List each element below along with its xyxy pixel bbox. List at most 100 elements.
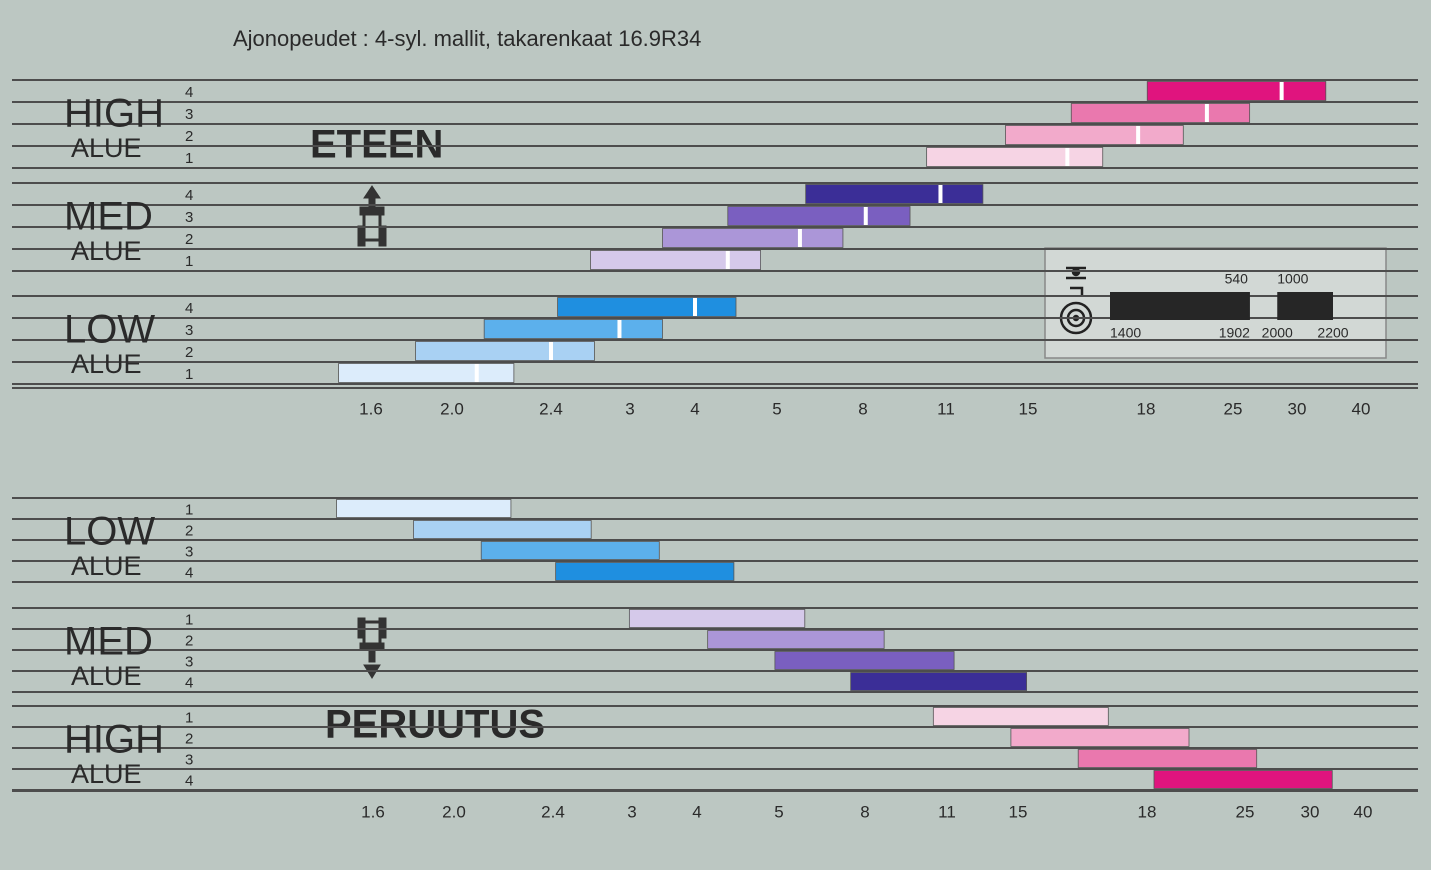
shift-marker [797, 229, 802, 247]
gear-label: 4 [185, 300, 193, 317]
speed-range-bar [1010, 728, 1190, 747]
x-tick-label: 30 [1288, 399, 1307, 418]
speed-range-bar [662, 228, 844, 248]
pto-label: 540 [1225, 271, 1249, 287]
shift-marker [725, 251, 730, 269]
x-tick-label: 2.4 [541, 802, 565, 821]
group-subtitle: ALUE [71, 759, 142, 789]
gear-label: 1 [185, 366, 193, 383]
shift-marker [549, 342, 553, 360]
group-name: MED [64, 195, 153, 239]
shift-marker [617, 320, 622, 338]
speed-range-bar [338, 363, 515, 383]
rpm-tick-label: 1902 [1219, 325, 1250, 341]
x-tick-label: 11 [937, 399, 955, 418]
x-tick-label: 30 [1301, 802, 1320, 821]
gear-label: 3 [185, 106, 193, 123]
gear-label: 3 [185, 751, 193, 768]
gear-label: 4 [185, 564, 193, 581]
gear-label: 4 [185, 674, 193, 691]
speed-range-bar [590, 250, 762, 270]
gear-label: 1 [185, 611, 193, 628]
x-tick-label: 25 [1224, 399, 1243, 418]
speed-range-bar [1005, 125, 1184, 145]
rpm-tick-label: 2000 [1262, 325, 1293, 341]
speed-range-bar [850, 672, 1028, 691]
chart-title: ETEEN [310, 123, 443, 167]
gear-label: 3 [185, 543, 193, 560]
gear-label: 2 [185, 730, 193, 747]
speed-range-bar [480, 541, 660, 560]
speed-range-bar [1077, 749, 1258, 768]
rpm-bar [1110, 292, 1250, 320]
x-tick-label: 5 [774, 802, 783, 821]
rpm-tick-label: 1400 [1110, 325, 1141, 341]
speed-range-bar [413, 520, 592, 539]
gear-label: 4 [185, 187, 193, 204]
x-tick-label: 15 [1009, 802, 1028, 821]
shift-marker [474, 364, 479, 382]
shift-marker [1204, 104, 1209, 122]
group-subtitle: ALUE [71, 133, 142, 163]
gear-label: 4 [185, 772, 193, 789]
x-tick-label: 18 [1137, 399, 1156, 418]
gear-label: 1 [185, 501, 193, 518]
speed-range-bar [415, 341, 595, 361]
gear-label: 3 [185, 209, 193, 226]
gear-label: 2 [185, 522, 193, 539]
x-tick-label: 2.0 [440, 399, 464, 418]
speed-range-bar [774, 651, 955, 670]
shift-marker [1065, 148, 1070, 166]
group-subtitle: ALUE [71, 661, 142, 691]
x-tick-label: 3 [627, 802, 636, 821]
shift-marker [1136, 126, 1141, 144]
speed-range-bar [707, 630, 885, 649]
speed-range-bar [926, 147, 1104, 167]
rpm-tick-label: 2200 [1317, 325, 1348, 341]
gear-label: 3 [185, 322, 193, 339]
x-tick-label: 15 [1019, 399, 1038, 418]
shift-marker [938, 185, 943, 203]
gear-label: 3 [185, 653, 193, 670]
speed-range-bar [1070, 103, 1251, 123]
x-tick-label: 2.4 [539, 399, 563, 418]
gear-label: 2 [185, 128, 193, 145]
page-title: Ajonopeudet : 4-syl. mallit, takarenkaat… [233, 26, 701, 51]
group-subtitle: ALUE [71, 551, 142, 581]
x-tick-label: 8 [858, 399, 867, 418]
speed-range-bar [557, 297, 737, 317]
rpm-bar [1277, 292, 1333, 320]
shift-marker [693, 298, 697, 316]
x-tick-label: 18 [1138, 802, 1157, 821]
x-tick-label: 11 [938, 802, 956, 821]
speed-range-bar [555, 562, 735, 581]
gear-label: 2 [185, 231, 193, 248]
gear-label: 1 [185, 709, 193, 726]
speed-range-bar [932, 707, 1109, 726]
group-name: LOW [64, 308, 155, 352]
group-subtitle: ALUE [71, 236, 142, 266]
x-tick-label: 1.6 [361, 802, 385, 821]
gear-label: 2 [185, 632, 193, 649]
speed-range-bar [336, 499, 512, 518]
speed-range-bar [1153, 770, 1333, 789]
x-tick-label: 4 [692, 802, 701, 821]
x-tick-label: 40 [1354, 802, 1373, 821]
gear-label: 2 [185, 344, 193, 361]
x-tick-label: 4 [690, 399, 699, 418]
group-name: MED [64, 620, 153, 664]
x-tick-label: 8 [860, 802, 869, 821]
x-tick-label: 5 [772, 399, 781, 418]
speed-range-bar [805, 184, 984, 204]
group-name: HIGH [64, 92, 164, 136]
gear-label: 4 [185, 84, 193, 101]
x-tick-label: 40 [1352, 399, 1371, 418]
pto-label: 1000 [1277, 271, 1308, 287]
speed-range-bar [727, 206, 911, 226]
x-tick-label: 3 [625, 399, 634, 418]
x-tick-label: 25 [1236, 802, 1255, 821]
shift-marker [863, 207, 868, 225]
